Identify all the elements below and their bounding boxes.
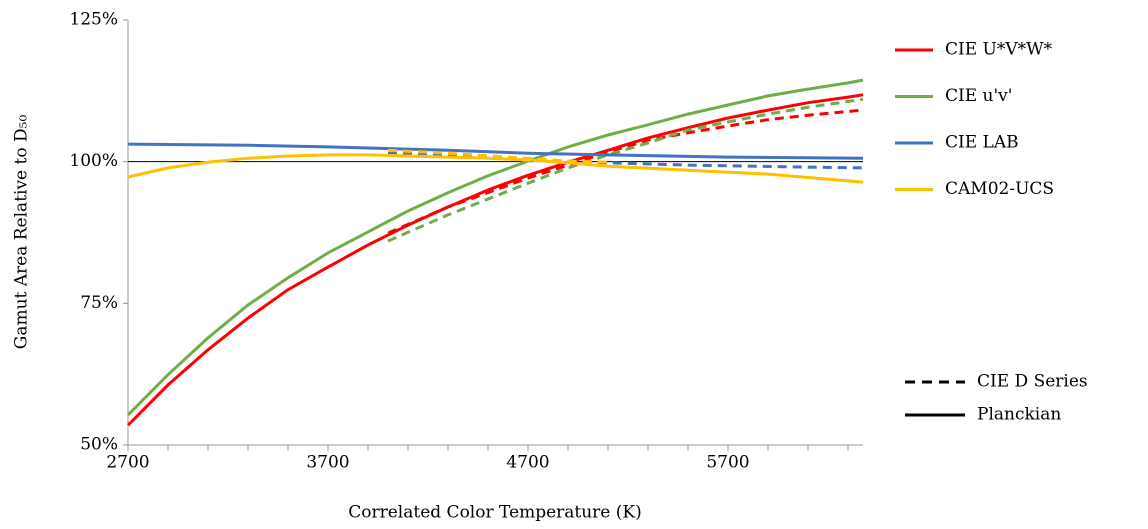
series-line <box>387 148 609 164</box>
legend-label: CAM02-UCS <box>945 179 1054 199</box>
x-axis-title: Correlated Color Temperature (K) <box>348 503 642 523</box>
x-tick-label: 3700 <box>306 453 349 473</box>
series-line <box>387 151 864 170</box>
series-line <box>126 93 864 427</box>
style-legend-label: Planckian <box>977 405 1061 425</box>
x-tick-label: 5700 <box>706 453 749 473</box>
x-tick-label: 2700 <box>106 453 149 473</box>
series-line <box>126 78 864 417</box>
x-tick-label: 4700 <box>506 453 549 473</box>
y-tick-label: 75% <box>80 293 118 313</box>
y-tick-label: 125% <box>69 10 118 30</box>
y-tick-label: 100% <box>69 151 118 171</box>
series-line <box>387 97 864 243</box>
series-line <box>127 142 864 160</box>
y-axis-title: Gamut Area Relative to D₅₀ <box>12 115 32 350</box>
y-tick-label: 50% <box>80 435 118 455</box>
legend-label: CIE LAB <box>945 133 1019 153</box>
series-line <box>387 108 864 235</box>
series-line <box>127 153 864 184</box>
legend-label: CIE u'v' <box>945 86 1012 106</box>
legend-label: CIE U*V*W* <box>945 40 1053 60</box>
style-legend-label: CIE D Series <box>977 372 1088 392</box>
